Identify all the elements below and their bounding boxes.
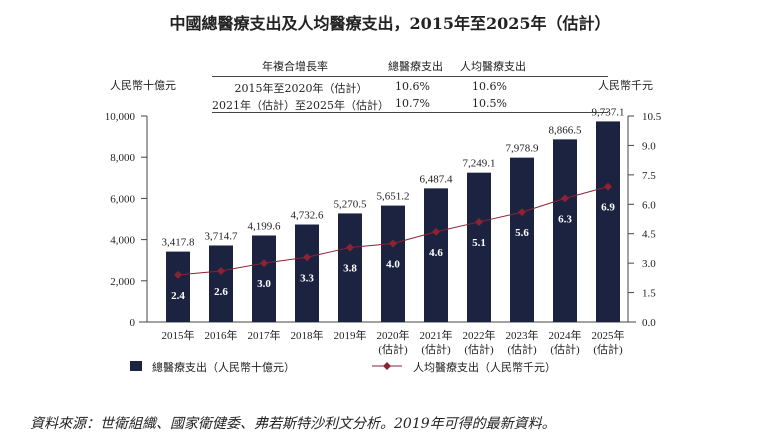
- bar-value-label: 4,732.6: [291, 210, 325, 222]
- line-marker: [518, 208, 526, 217]
- bar: [510, 157, 534, 322]
- right-tick-label: 10.5: [642, 111, 662, 123]
- left-tick-label: 10,000: [105, 111, 136, 123]
- x-tick-label: 2023年: [506, 328, 539, 342]
- legend-bar-label: 總醫療支出（人民幣十億元）: [152, 361, 295, 374]
- x-tick-label: (估計): [550, 342, 580, 356]
- cagr-value: 10.5%: [472, 97, 507, 110]
- right-tick-label: 4.5: [642, 229, 656, 241]
- line-value-label: 2.4: [171, 290, 185, 302]
- line-value-label: 4.6: [429, 247, 443, 259]
- footnote: 資料來源：世衛組織、國家衛健委、弗若斯特沙利文分析。2019年可得的最新資料。: [30, 416, 556, 432]
- table-rule: [212, 76, 608, 77]
- line-marker: [346, 243, 354, 252]
- bar: [553, 139, 577, 322]
- line-value-label: 2.6: [214, 286, 228, 298]
- bar: [381, 205, 405, 322]
- line-marker: [389, 239, 397, 248]
- line-marker: [174, 270, 182, 279]
- bar: [166, 251, 190, 322]
- left-tick-label: 0: [130, 317, 136, 329]
- bar: [252, 235, 276, 322]
- bar-value-label: 7,249.1: [463, 158, 496, 170]
- bar-value-label: 8,866.5: [549, 124, 583, 136]
- bar-value-label: 3,417.8: [162, 237, 196, 249]
- cagr-header: 年複合增長率: [262, 60, 328, 73]
- x-tick-label: 2017年: [248, 328, 281, 342]
- line-value-label: 6.9: [601, 202, 615, 214]
- right-tick-label: 9.0: [642, 140, 656, 152]
- table-rule: [212, 112, 608, 113]
- bar: [596, 121, 620, 322]
- right-tick-label: 6.0: [642, 199, 656, 211]
- line-marker: [604, 182, 612, 191]
- line-marker: [475, 217, 483, 226]
- line-value-label: 3.3: [300, 272, 314, 284]
- right-tick-label: 7.5: [642, 170, 656, 182]
- bar-value-label: 7,978.9: [506, 143, 540, 155]
- bar: [295, 224, 319, 322]
- line-marker: [432, 227, 440, 236]
- cagr-value: 10.7%: [395, 97, 430, 110]
- cagr-value: 10.6%: [395, 80, 430, 93]
- cagr-period: 2021年（估計）至2025年（估計）: [212, 99, 389, 112]
- x-tick-label: (估計): [464, 342, 494, 356]
- x-tick-label: 2019年: [334, 328, 367, 342]
- line-value-label: 5.6: [515, 227, 529, 239]
- bar-value-label: 3,714.7: [205, 230, 239, 242]
- bar: [209, 245, 233, 322]
- line-value-label: 3.0: [257, 278, 271, 290]
- bar-value-label: 5,270.5: [334, 198, 368, 210]
- x-tick-label: 2016年: [205, 328, 238, 342]
- left-tick-label: 6,000: [110, 193, 135, 205]
- cagr-header: 總醫療支出: [388, 60, 443, 73]
- line-marker: [260, 259, 268, 268]
- cagr-period: 2015年至2020年（估計）: [234, 82, 368, 95]
- bar-value-label: 5,651.2: [377, 191, 410, 203]
- left-axis-label: 人民幣十億元: [110, 79, 176, 92]
- legend-line-label: 人均醫療支出（人民幣千元）: [413, 361, 556, 374]
- bar: [467, 172, 491, 322]
- left-tick-label: 2,000: [110, 276, 135, 288]
- line-value-label: 5.1: [472, 237, 486, 249]
- x-tick-label: 2024年: [549, 328, 582, 342]
- x-tick-label: 2022年: [463, 328, 496, 342]
- x-tick-label: (估計): [378, 342, 408, 356]
- x-tick-label: (估計): [421, 342, 451, 356]
- line-value-label: 3.8: [343, 262, 357, 274]
- line-marker: [303, 253, 311, 262]
- line-value-label: 4.0: [386, 259, 400, 271]
- bar: [424, 188, 448, 322]
- chart-title: 中國總醫療支出及人均醫療支出，2015年至2025年（估計）: [169, 14, 611, 33]
- bar-value-label: 9,737.1: [592, 106, 625, 118]
- x-tick-label: 2025年: [592, 328, 625, 342]
- right-tick-label: 3.0: [642, 258, 656, 270]
- line-marker: [561, 194, 569, 203]
- left-tick-label: 4,000: [110, 235, 135, 247]
- x-tick-label: (估計): [593, 342, 623, 356]
- cagr-header: 人均醫療支出: [460, 60, 526, 73]
- left-tick-label: 8,000: [110, 152, 135, 164]
- legend-line-swatch: [372, 362, 402, 370]
- right-tick-label: 1.5: [642, 288, 656, 300]
- bar-value-label: 6,487.4: [420, 173, 454, 185]
- line-value-label: 6.3: [558, 213, 572, 225]
- x-tick-label: (估計): [507, 342, 537, 356]
- bar-value-label: 4,199.6: [248, 220, 282, 232]
- x-tick-label: 2018年: [291, 328, 324, 342]
- x-tick-label: 2021年: [420, 328, 453, 342]
- x-tick-label: 2015年: [162, 328, 195, 342]
- bar: [338, 213, 362, 322]
- right-tick-label: 0.0: [642, 317, 656, 329]
- right-axis-label: 人民幣千元: [598, 79, 653, 92]
- legend-bar-swatch: [130, 361, 142, 371]
- cagr-value: 10.6%: [472, 80, 507, 93]
- x-tick-label: 2020年: [377, 328, 410, 342]
- line-marker: [217, 266, 225, 275]
